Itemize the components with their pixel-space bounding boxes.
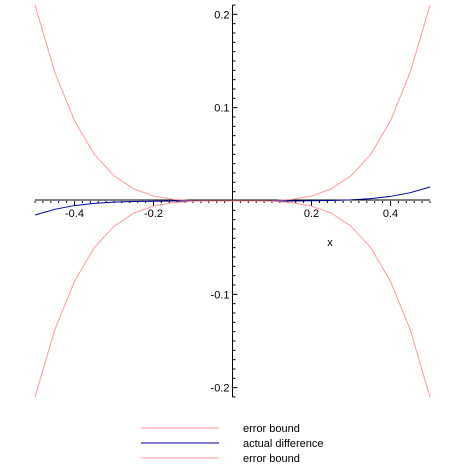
series-line-3 (34, 200, 431, 398)
y-tick-label: -0.2 (211, 383, 230, 395)
major-ticks: -0.4 -0.2 0.2 0.4 0.2 0.1 -0.1 -0.2 (65, 9, 398, 394)
y-tick-label: 0.1 (214, 103, 229, 115)
y-tick-label: 0.2 (214, 9, 229, 21)
legend-label: error bound (243, 423, 300, 435)
x-axis-label: x (327, 237, 333, 249)
y-tick-label: -0.1 (211, 289, 230, 301)
series-layer (34, 4, 431, 398)
x-tick-label: -0.2 (144, 208, 163, 220)
legend-label: error bound (243, 453, 300, 465)
legend-label: actual difference (243, 438, 324, 450)
x-tick-label: 0.4 (383, 208, 398, 220)
legend: error bound actual difference error bound (141, 423, 324, 465)
x-tick-label: -0.4 (65, 208, 84, 220)
x-tick-label: 0.2 (304, 208, 319, 220)
